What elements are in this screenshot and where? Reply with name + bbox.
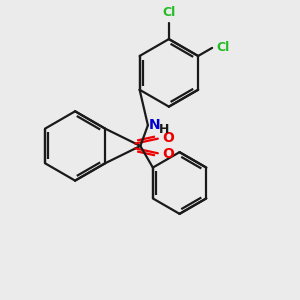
Text: O: O [162,131,174,145]
Text: N: N [149,118,161,132]
Text: Cl: Cl [216,41,229,54]
Text: H: H [159,123,169,136]
Text: Cl: Cl [162,6,176,19]
Text: O: O [162,147,174,161]
